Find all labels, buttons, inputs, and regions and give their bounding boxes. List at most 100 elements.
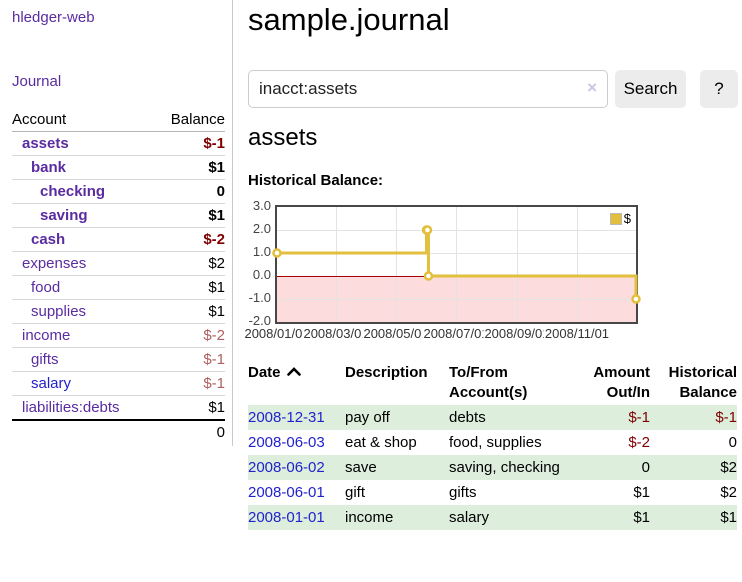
app-brand-link[interactable]: hledger-web bbox=[12, 9, 95, 26]
transaction-date-link[interactable]: 2008-06-02 bbox=[248, 459, 325, 476]
date-column-header[interactable]: Date bbox=[248, 361, 345, 405]
help-button[interactable]: ? bbox=[700, 70, 738, 108]
transaction-accounts: gifts bbox=[449, 484, 477, 501]
transaction-amount: $-2 bbox=[628, 434, 650, 451]
account-balance: $1 bbox=[153, 275, 225, 300]
transaction-amount: $1 bbox=[633, 484, 650, 501]
transaction-row: 2008-06-03 eat & shop food, supplies $-2 0 bbox=[248, 430, 737, 455]
account-row: food $1 bbox=[12, 275, 225, 300]
account-link[interactable]: assets bbox=[22, 135, 69, 152]
transaction-row: 2008-01-01 income salary $1 $1 bbox=[248, 505, 737, 530]
x-axis-label: 2008/11/01 bbox=[543, 326, 611, 341]
account-link[interactable]: liabilities:debts bbox=[22, 399, 120, 416]
x-axis-label: 2008/01/01 bbox=[243, 326, 311, 341]
transaction-balance: $-1 bbox=[715, 409, 737, 426]
sidebar-item-journal[interactable]: Journal bbox=[12, 73, 62, 90]
sidebar: hledger-web Journal Account Balance asse… bbox=[0, 0, 233, 446]
chart-legend: $ bbox=[609, 211, 631, 226]
account-link[interactable]: cash bbox=[31, 231, 66, 248]
y-axis-label: 0.0 bbox=[252, 267, 271, 282]
data-point-marker bbox=[423, 271, 434, 281]
account-balance: $-1 bbox=[153, 131, 225, 156]
main-content: sample.journal × Search ? assets Histori… bbox=[243, 0, 742, 582]
transaction-accounts: debts bbox=[449, 409, 486, 426]
transaction-date-link[interactable]: 2008-12-31 bbox=[248, 409, 325, 426]
transaction-date-link[interactable]: 2008-06-03 bbox=[248, 434, 325, 451]
account-balance: 0 bbox=[153, 179, 225, 204]
total-balance: 0 bbox=[153, 419, 225, 444]
legend-label: $ bbox=[623, 211, 631, 226]
transaction-accounts: salary bbox=[449, 509, 490, 526]
search-button[interactable]: Search bbox=[615, 70, 686, 108]
account-row: checking 0 bbox=[12, 179, 225, 204]
gridline bbox=[517, 207, 518, 322]
account-link[interactable]: supplies bbox=[31, 303, 87, 320]
search-input[interactable] bbox=[248, 70, 608, 108]
account-link[interactable]: food bbox=[31, 279, 61, 296]
y-axis-label: 1.0 bbox=[252, 244, 271, 259]
account-row: supplies $1 bbox=[12, 299, 225, 324]
balance-column-header: Historical Balance bbox=[668, 364, 737, 401]
balance-series-line bbox=[272, 225, 641, 304]
account-link[interactable]: bank bbox=[31, 159, 67, 176]
account-balance: $-2 bbox=[153, 323, 225, 348]
account-balance: $1 bbox=[153, 395, 225, 420]
transaction-description: gift bbox=[345, 484, 366, 501]
search-box: × bbox=[248, 70, 608, 108]
amount-column-header: Amount Out/In bbox=[593, 364, 650, 401]
y-axis-label: -2.0 bbox=[248, 313, 271, 328]
transaction-description: income bbox=[345, 509, 394, 526]
account-link[interactable]: salary bbox=[31, 375, 72, 392]
data-point-marker bbox=[272, 248, 282, 258]
transaction-description: save bbox=[345, 459, 377, 476]
search-form: × Search ? bbox=[248, 70, 738, 108]
account-link[interactable]: checking bbox=[40, 183, 106, 200]
clear-search-icon[interactable]: × bbox=[587, 78, 597, 97]
register-table: Date Description To/From Account(s) Amou… bbox=[248, 361, 737, 530]
transaction-balance: 0 bbox=[728, 434, 737, 451]
x-axis-label: 2008/05/01 bbox=[362, 326, 430, 341]
chart-plot-area: $ bbox=[272, 205, 641, 324]
account-balance: $-1 bbox=[153, 371, 225, 396]
account-balance: $1 bbox=[153, 155, 225, 180]
data-point-marker bbox=[631, 294, 641, 304]
transaction-description: pay off bbox=[345, 409, 390, 426]
sort-ascending-icon bbox=[286, 367, 301, 376]
account-row: gifts $-1 bbox=[12, 347, 225, 372]
transaction-amount: $1 bbox=[633, 509, 650, 526]
account-row: liabilities:debts $1 bbox=[12, 395, 225, 420]
gridline bbox=[396, 207, 397, 322]
transaction-date-link[interactable]: 2008-01-01 bbox=[248, 509, 325, 526]
account-column-header: Account bbox=[12, 107, 154, 132]
account-row: bank $1 bbox=[12, 155, 225, 180]
transaction-accounts: saving, checking bbox=[449, 459, 560, 476]
transaction-balance: $2 bbox=[720, 459, 737, 476]
account-link[interactable]: saving bbox=[40, 207, 88, 224]
y-axis-label: 2.0 bbox=[252, 221, 271, 236]
account-link[interactable]: income bbox=[22, 327, 71, 344]
transaction-description: eat & shop bbox=[345, 434, 417, 451]
account-balance: $-2 bbox=[153, 227, 225, 252]
account-balance: $1 bbox=[153, 203, 225, 228]
balance-column-header: Balance bbox=[153, 107, 225, 132]
account-total-row: 0 bbox=[12, 419, 225, 444]
spacer-cell bbox=[12, 419, 154, 444]
transaction-amount: $-1 bbox=[628, 409, 650, 426]
transaction-row: 2008-06-02 save saving, checking 0 $2 bbox=[248, 455, 737, 480]
account-link[interactable]: expenses bbox=[22, 255, 87, 272]
chart-title: Historical Balance: bbox=[248, 172, 384, 189]
transaction-date-link[interactable]: 2008-06-01 bbox=[248, 484, 325, 501]
x-axis-label: 2008/07/01 bbox=[422, 326, 490, 341]
x-axis-label: 2008/03/01 bbox=[302, 326, 370, 341]
data-point-marker bbox=[422, 225, 433, 235]
account-balance: $2 bbox=[153, 251, 225, 276]
account-row: saving $1 bbox=[12, 203, 225, 228]
transaction-accounts: food, supplies bbox=[449, 434, 542, 451]
account-row: cash $-2 bbox=[12, 227, 225, 252]
x-axis-label: 2008/09/01 bbox=[483, 326, 551, 341]
description-column-header: Description bbox=[345, 364, 428, 381]
y-axis-label: -1.0 bbox=[248, 290, 271, 305]
account-row: salary $-1 bbox=[12, 371, 225, 396]
account-link[interactable]: gifts bbox=[31, 351, 59, 368]
register-table-body: 2008-12-31 pay off debts $-1 $-1 2008-06-03 ea… bbox=[248, 405, 737, 530]
